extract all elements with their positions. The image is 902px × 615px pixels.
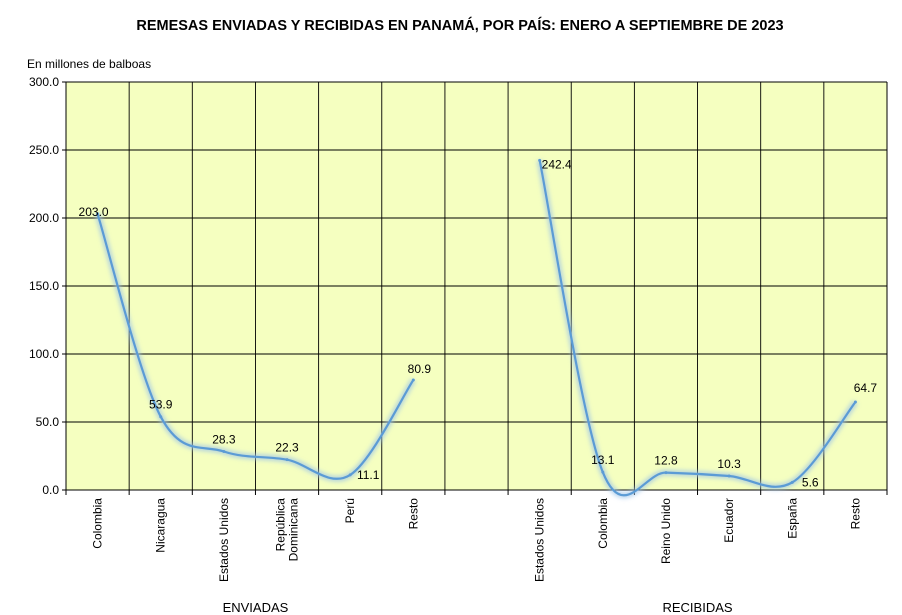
data-label: 242.4 [542, 157, 572, 171]
data-label: 80.9 [408, 362, 432, 376]
x-category-label: Perú [343, 498, 357, 523]
data-point [348, 473, 352, 477]
chart-title: REMESAS ENVIADAS Y RECIBIDAS EN PANAMÁ, … [136, 17, 783, 34]
y-tick-label: 250.0 [29, 143, 59, 157]
x-category-label: Estados Unidos [217, 498, 231, 582]
y-tick-label: 300.0 [29, 75, 59, 89]
data-label: 53.9 [149, 398, 173, 412]
x-category-label: Ecuador [722, 498, 736, 543]
y-tick-label: 200.0 [29, 211, 59, 225]
data-point [727, 474, 731, 478]
y-axis-unit-label: En millones de balboas [27, 57, 151, 71]
data-point [538, 158, 542, 162]
data-label: 12.8 [654, 454, 678, 468]
x-category-label: Dominicana [287, 498, 301, 562]
data-point [790, 480, 794, 484]
data-point [96, 212, 100, 216]
y-tick-label: 50.0 [36, 415, 60, 429]
data-point [853, 400, 857, 404]
x-category-label: Resto [406, 498, 420, 530]
x-category-label: Estados Unidos [533, 498, 547, 582]
data-point [601, 470, 605, 474]
data-point [222, 450, 226, 454]
x-category-label: Resto [848, 498, 862, 530]
data-label: 5.6 [802, 475, 819, 489]
y-tick-label: 0.0 [42, 483, 59, 497]
data-label: 64.7 [854, 381, 878, 395]
x-category-label: Reino Unido [659, 498, 673, 564]
x-category-label: España [785, 498, 799, 539]
data-label: 22.3 [275, 441, 299, 455]
x-category-label: Nicaragua [154, 498, 168, 553]
data-label: 13.1 [591, 453, 615, 467]
group-label-recibidas: RECIBIDAS [662, 600, 732, 615]
data-point [411, 378, 415, 382]
series-line-enviadas [96, 213, 415, 480]
x-category-label: Colombia [91, 498, 105, 549]
data-label: 203.0 [79, 205, 109, 219]
data-point [159, 415, 163, 419]
data-label: 10.3 [717, 457, 741, 471]
x-category-label: Colombia [596, 498, 610, 549]
x-category-label: República [274, 498, 288, 552]
data-point [285, 458, 289, 462]
y-tick-label: 150.0 [29, 279, 59, 293]
data-label: 11.1 [357, 468, 380, 482]
data-label: 28.3 [212, 433, 236, 447]
plot-area: 0.0 50.0 100.0 150.0 200.0 250.0 300.0 203.0 53.… [29, 75, 888, 615]
y-tick-label: 100.0 [29, 347, 59, 361]
data-point [664, 471, 668, 475]
group-label-enviadas: ENVIADAS [223, 600, 289, 615]
